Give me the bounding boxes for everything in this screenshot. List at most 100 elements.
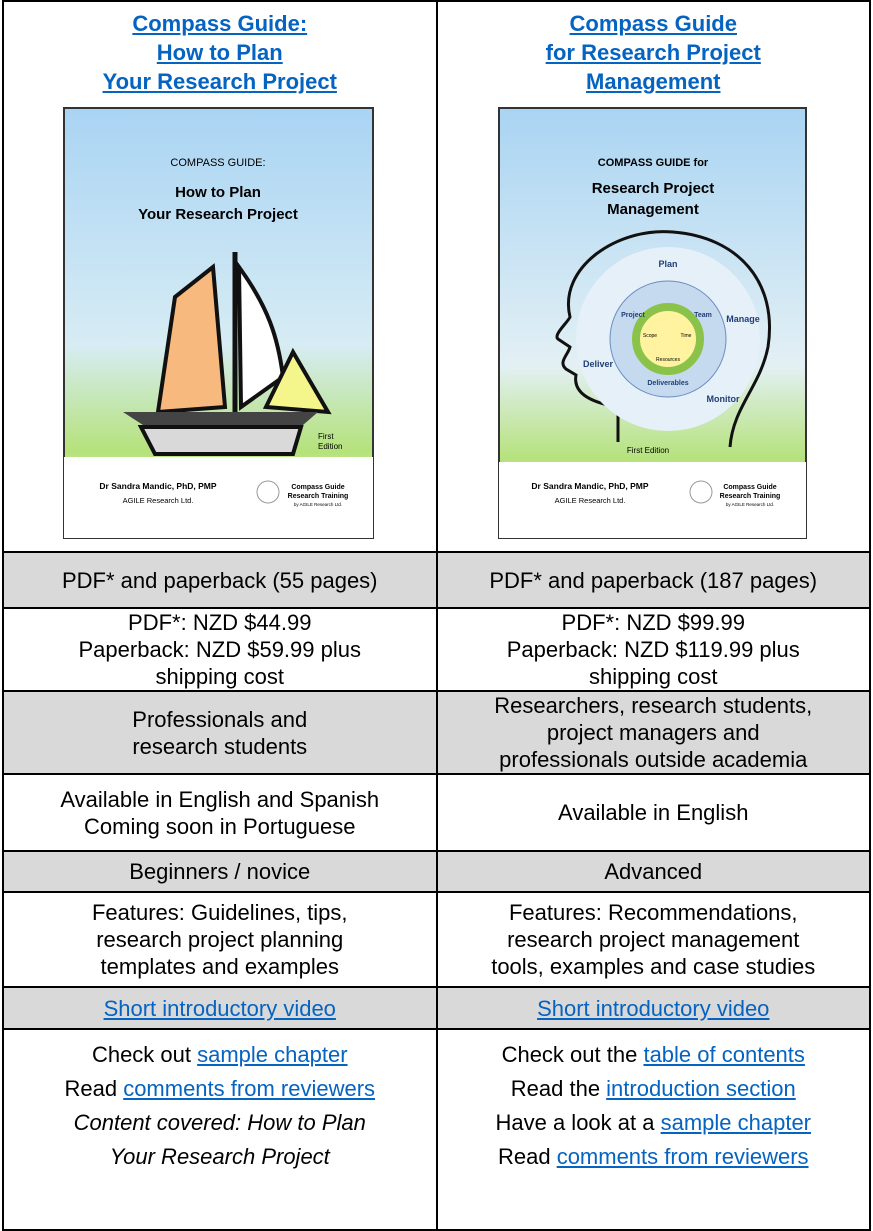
cover-author: Dr Sandra Mandic, PhD, PMP xyxy=(100,481,217,491)
text-line: research project planning xyxy=(96,927,344,952)
title-link[interactable]: Compass Guide xyxy=(569,11,737,36)
text-line: shipping cost xyxy=(589,664,718,689)
core-label: Scope xyxy=(643,333,657,339)
table-cell: Professionals and research students xyxy=(2,690,438,775)
cycle-label: Plan xyxy=(659,259,678,269)
table-cell: Features: Recommendations, research proje… xyxy=(435,891,871,988)
text-line: Advanced xyxy=(604,859,703,884)
text-line: templates and examples xyxy=(100,954,339,979)
core-label: Resources xyxy=(656,357,680,363)
core-label: Project xyxy=(621,312,645,319)
link[interactable]: comments from reviewers xyxy=(123,1076,376,1101)
text-line: Content covered: How to Plan xyxy=(8,1106,432,1140)
text: Content covered: How to Plan xyxy=(73,1110,366,1135)
cover-company: AGILE Research Ltd. xyxy=(123,496,194,505)
table-cell: Available in English xyxy=(435,773,871,852)
cover-edition: First xyxy=(318,432,334,441)
cover-footer xyxy=(499,462,807,538)
title-link[interactable]: Compass Guide: xyxy=(132,11,308,36)
header-row: Compass Guide: How to Plan Your Research… xyxy=(2,0,871,553)
text-line: professionals outside academia xyxy=(499,747,808,772)
book-cover[interactable]: COMPASS GUIDE for Research Project Manag… xyxy=(498,107,808,541)
text: Read xyxy=(64,1076,124,1101)
text: Read xyxy=(497,1144,557,1169)
link[interactable]: table of contents xyxy=(643,1042,805,1067)
text: Have a look at a xyxy=(495,1110,661,1135)
title-link[interactable]: Your Research Project xyxy=(102,69,337,94)
cover-title: Your Research Project xyxy=(138,206,298,223)
core-label: Time xyxy=(681,333,692,339)
link[interactable]: sample chapter xyxy=(660,1110,812,1135)
table-row: PDF* and paperback (55 pages) PDF* and pa… xyxy=(2,551,871,609)
text-line: PDF* and paperback (187 pages) xyxy=(489,567,818,593)
text-line: PDF* and paperback (55 pages) xyxy=(61,567,378,593)
cover-title: Management xyxy=(607,201,699,218)
text-line: PDF*: NZD $44.99 xyxy=(128,610,312,635)
text-line: Available in English xyxy=(558,800,749,825)
title-link[interactable]: for Research Project xyxy=(545,40,761,65)
text-line: Paperback: NZD $119.99 plus xyxy=(506,637,800,662)
table-cell: Researchers, research students, project m… xyxy=(435,690,871,775)
table-cell: Check out the table of contents Read the … xyxy=(435,1028,871,1231)
table-cell: Short introductory video xyxy=(2,986,438,1030)
cover-logo-icon xyxy=(689,480,713,504)
table-cell: Features: Guidelines, tips, research proj… xyxy=(2,891,438,988)
cycle-label: Deliver xyxy=(583,359,614,369)
table-cell: Check out sample chapter Read comments fr… xyxy=(2,1028,438,1231)
text-line: research project management xyxy=(507,927,800,952)
table-row: Available in English and Spanish Coming s… xyxy=(2,773,871,852)
text-line: Check out sample chapter xyxy=(8,1038,432,1072)
text-line: Professionals and xyxy=(132,706,308,732)
cover-logo: by AGILE Research Ltd. xyxy=(294,502,342,507)
text-line: Beginners / novice xyxy=(129,859,311,884)
text-line: tools, examples and case studies xyxy=(491,954,816,979)
text-line: Short introductory video xyxy=(442,995,866,1022)
cycle-label: Manage xyxy=(726,314,760,324)
table-row: Features: Guidelines, tips, research proj… xyxy=(2,891,871,988)
link[interactable]: Short introductory video xyxy=(103,995,336,1021)
table-row: PDF*: NZD $44.99 Paperback: NZD $59.99 pl… xyxy=(2,607,871,692)
text-line: Features: Guidelines, tips, xyxy=(91,900,348,925)
head-outline xyxy=(555,230,772,448)
title-link[interactable]: Management xyxy=(586,69,721,94)
table-cell: PDF* and paperback (187 pages) xyxy=(435,551,871,609)
text-line: Coming soon in Portuguese xyxy=(84,813,356,839)
cover-company: AGILE Research Ltd. xyxy=(555,496,626,505)
text-line: Your Research Project xyxy=(8,1140,432,1174)
text-line: Have a look at a sample chapter xyxy=(442,1106,866,1140)
text-line: Short introductory video xyxy=(8,995,432,1022)
table-cell: PDF* and paperback (55 pages) xyxy=(2,551,438,609)
core-label: Team xyxy=(694,312,712,319)
title-link[interactable]: How to Plan xyxy=(156,40,283,65)
link[interactable]: Short introductory video xyxy=(537,995,770,1021)
cover-logo: by AGILE Research Ltd. xyxy=(726,502,774,507)
text-line: Researchers, research students, xyxy=(494,693,813,718)
text: Your Research Project xyxy=(109,1144,330,1169)
cover-heading: COMPASS GUIDE for xyxy=(598,157,709,169)
table-cell: PDF*: NZD $44.99 Paperback: NZD $59.99 pl… xyxy=(2,607,438,692)
book-cover[interactable]: COMPASS GUIDE: How to Plan Your Research… xyxy=(63,107,376,541)
cycle-label: Monitor xyxy=(707,394,740,404)
cover-logo: Compass Guide xyxy=(292,484,345,491)
link[interactable]: introduction section xyxy=(606,1076,796,1101)
table-cell: Available in English and Spanish Coming s… xyxy=(2,773,438,852)
cover-edition: First Edition xyxy=(627,446,669,455)
text-line: Features: Recommendations, xyxy=(508,900,798,925)
text-line: Read comments from reviewers xyxy=(8,1072,432,1106)
core-center xyxy=(632,303,705,375)
cover-logo: Research Training xyxy=(720,493,781,500)
table-cell: Advanced xyxy=(435,850,871,893)
table-row: Check out sample chapter Read comments fr… xyxy=(2,1028,871,1231)
table-row: Short introductory video Short introducto… xyxy=(2,986,871,1030)
text-line: PDF*: NZD $99.99 xyxy=(561,610,745,635)
text: Check out the xyxy=(501,1042,644,1067)
text: Check out xyxy=(91,1042,198,1067)
cover-author: Dr Sandra Mandic, PhD, PMP xyxy=(532,481,649,491)
link[interactable]: sample chapter xyxy=(197,1042,348,1067)
core-label: Deliverables xyxy=(648,380,689,387)
cover-edition: Edition xyxy=(318,442,342,451)
link[interactable]: comments from reviewers xyxy=(556,1144,809,1169)
